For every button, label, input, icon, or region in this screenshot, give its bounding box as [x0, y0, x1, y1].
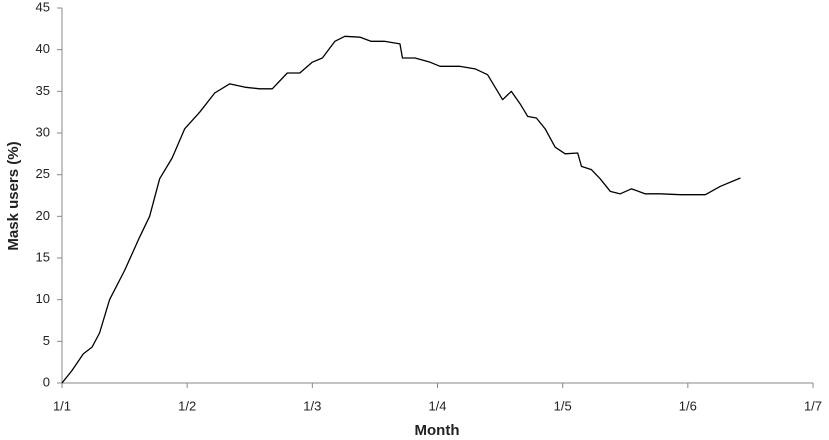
y-tick-label: 15	[36, 249, 50, 264]
y-tick-label: 0	[43, 374, 50, 389]
x-tick-label: 1/3	[303, 398, 321, 413]
x-tick-label: 1/7	[804, 398, 822, 413]
y-tick-label: 5	[43, 333, 50, 348]
y-tick-label: 20	[36, 208, 50, 223]
y-tick-label: 30	[36, 124, 50, 139]
x-tick-label: 1/1	[53, 398, 71, 413]
x-tick-label: 1/4	[428, 398, 446, 413]
x-tick-label: 1/2	[178, 398, 196, 413]
y-axis-title: Mask users (%)	[5, 141, 22, 250]
y-tick-label: 10	[36, 291, 50, 306]
y-tick-label: 35	[36, 83, 50, 98]
x-tick-label: 1/6	[679, 398, 697, 413]
y-tick-label: 45	[36, 0, 50, 14]
line	[61, 35, 741, 384]
y-tick-label: 25	[36, 166, 50, 181]
y-tick-label: 40	[36, 41, 50, 56]
x-axis-title: Month	[415, 422, 460, 439]
x-tick-label: 1/5	[554, 398, 572, 413]
